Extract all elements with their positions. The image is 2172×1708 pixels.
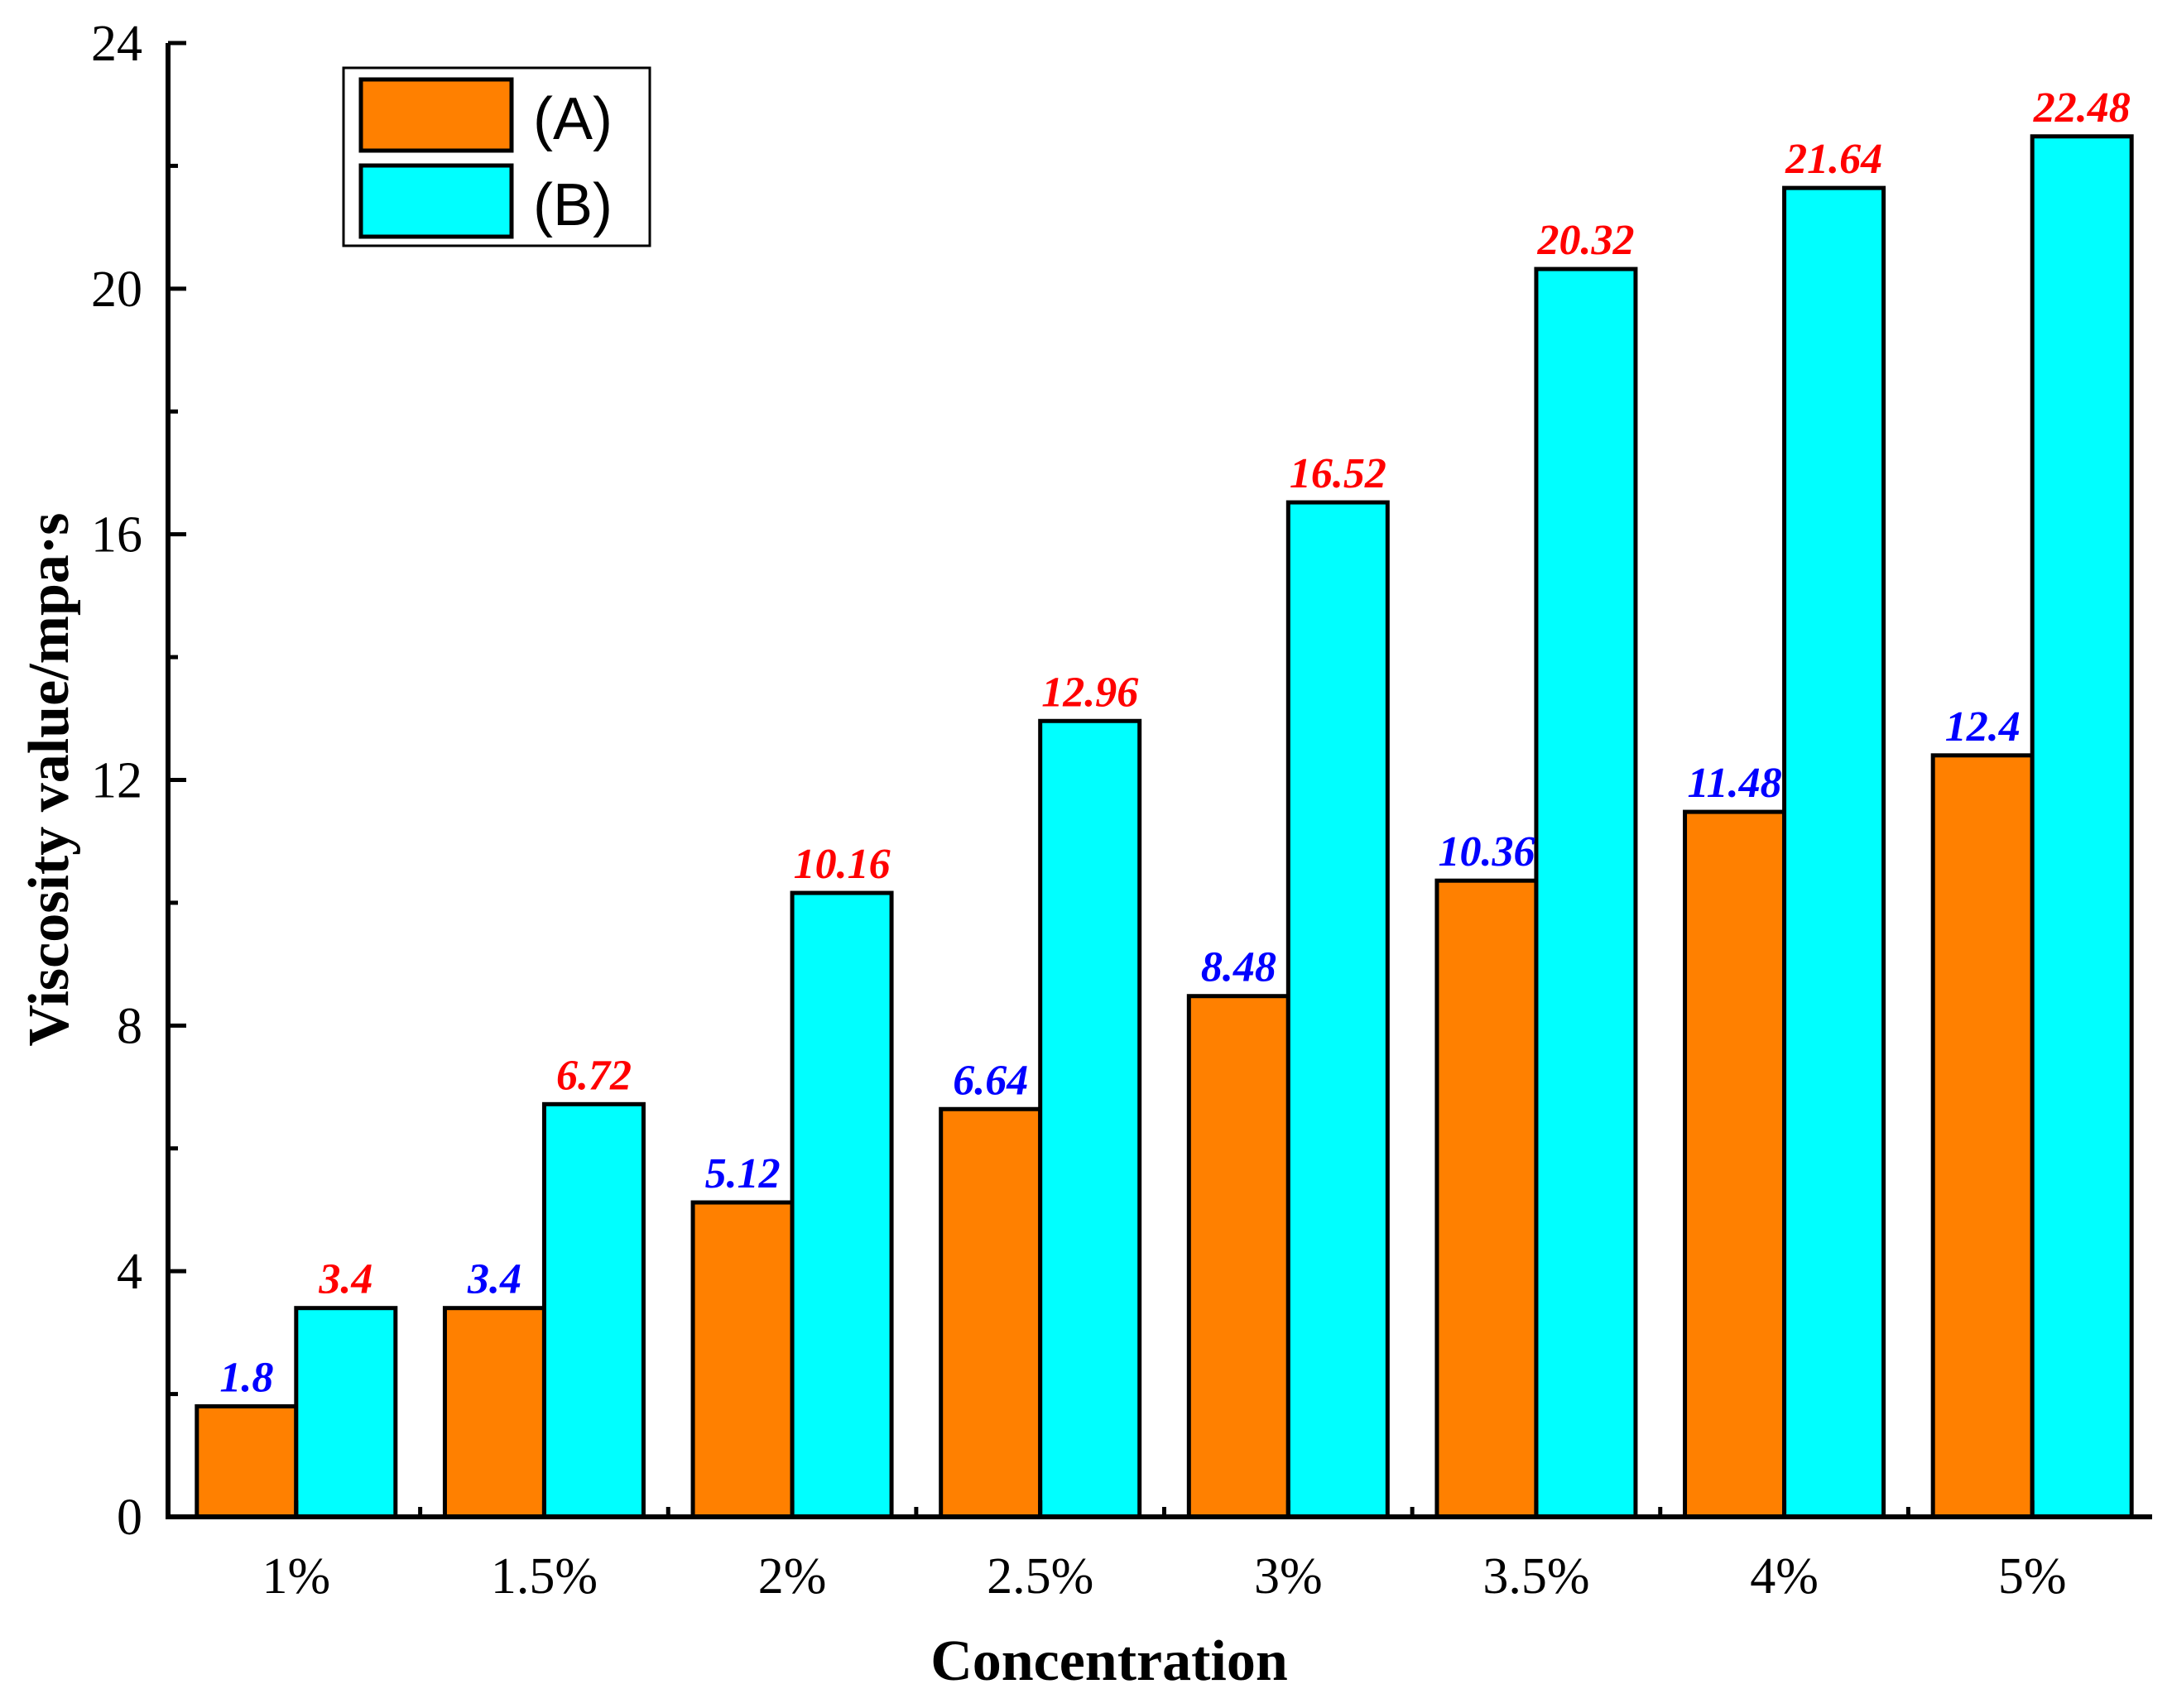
x-tick-label: 2% [758, 1548, 827, 1605]
legend: (A) (B) [342, 66, 651, 247]
data-label-a: 10.36 [1438, 828, 1535, 876]
data-label-b: 22.48 [2033, 84, 2131, 132]
data-label-a: 8.48 [1201, 944, 1276, 991]
legend-label-a: (A) [533, 86, 613, 152]
data-label-b: 12.96 [1041, 669, 1138, 716]
y-tick-label: 8 [117, 998, 142, 1054]
data-label-a: 3.4 [467, 1256, 521, 1303]
bar-b [1038, 718, 1142, 1519]
data-label-b: 16.52 [1290, 450, 1386, 497]
bar-b [1534, 266, 1638, 1519]
x-tick-label: 1.5% [491, 1548, 598, 1605]
bar-a [690, 1200, 795, 1519]
ticks-layer: 1% 1.5% 2% 2.5% 3% 3.5% 4% 5% 0 4 8 12 16 20 24 [91, 16, 2067, 1605]
data-label-a: 12.4 [1945, 703, 2021, 751]
legend-swatch-a [358, 77, 514, 153]
bar-b [541, 1101, 646, 1519]
bar-b [1285, 500, 1390, 1519]
y-tick-label: 16 [91, 507, 142, 564]
data-label-a: 6.64 [953, 1057, 1028, 1104]
bar-a [442, 1306, 546, 1519]
data-label-b: 10.16 [794, 841, 891, 888]
bar-a [195, 1403, 299, 1519]
bar-a [1186, 994, 1290, 1519]
data-label-b: 20.32 [1536, 217, 1634, 264]
bar-a [1434, 878, 1539, 1519]
bar-a [939, 1106, 1043, 1519]
bar-b [294, 1306, 398, 1519]
data-label-b: 3.4 [318, 1256, 372, 1303]
x-axis-title: Concentration [930, 1629, 1288, 1693]
bar-a [1930, 753, 2035, 1519]
data-label-a: 1.8 [219, 1354, 273, 1401]
x-tick-label: 2.5% [987, 1548, 1093, 1605]
bar-b [1782, 185, 1886, 1519]
data-label-a: 5.12 [705, 1150, 781, 1197]
y-tick-label: 4 [117, 1244, 142, 1300]
x-tick-label: 5% [1998, 1548, 2067, 1605]
data-label-a: 11.48 [1687, 760, 1781, 807]
bars-layer [195, 134, 2134, 1519]
y-tick-label: 0 [117, 1490, 142, 1546]
bar-b [790, 890, 894, 1519]
data-label-b: 21.64 [1785, 136, 1882, 183]
bar-b [2030, 134, 2134, 1519]
data-label-b: 6.72 [556, 1052, 632, 1099]
x-tick-label: 3% [1254, 1548, 1323, 1605]
x-tick-label: 3.5% [1482, 1548, 1589, 1605]
y-tick-label: 12 [91, 753, 142, 809]
y-tick-label: 24 [91, 16, 142, 72]
y-axis-title: Viscosity value/mpa·s [17, 513, 81, 1047]
y-tick-label: 20 [91, 261, 142, 318]
bar-a [1683, 809, 1787, 1519]
x-tick-label: 1% [262, 1548, 330, 1605]
data-labels-layer: 1.8 3.4 3.4 6.72 5.12 10.16 6.64 12.96 8.48 16.52… [219, 84, 2130, 1402]
legend-label-b: (B) [533, 172, 613, 238]
legend-swatch-b [358, 163, 514, 239]
x-tick-label: 4% [1750, 1548, 1819, 1605]
